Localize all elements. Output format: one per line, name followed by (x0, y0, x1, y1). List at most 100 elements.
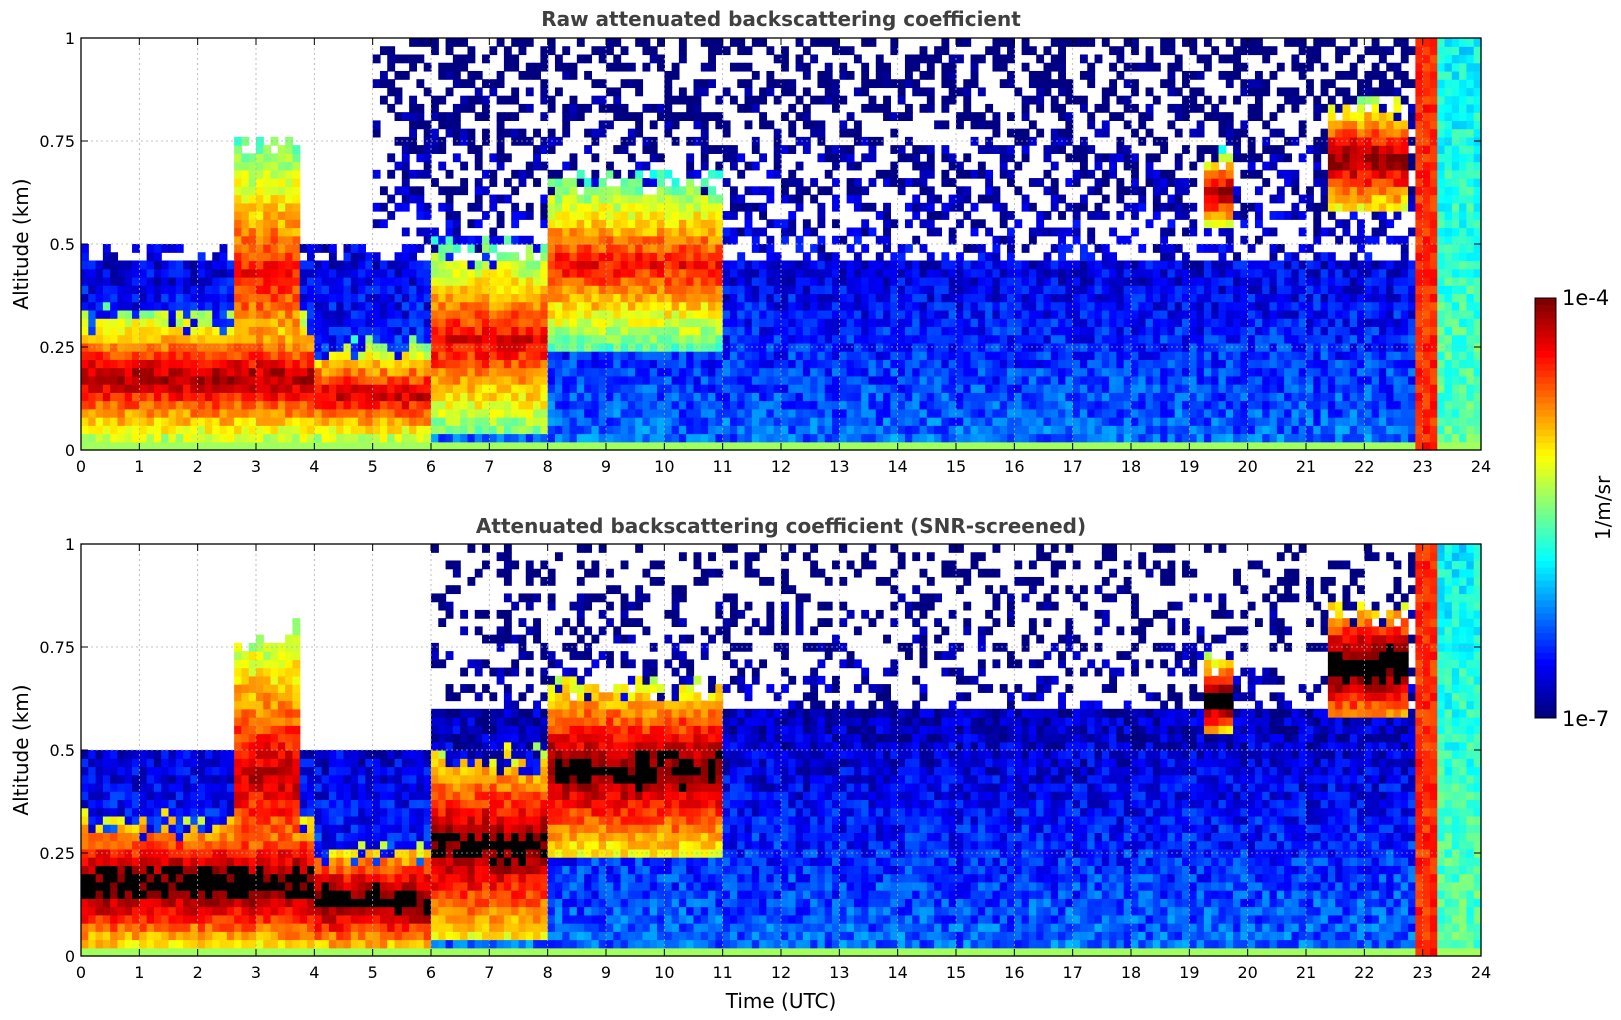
heatmap-cell (664, 400, 673, 410)
heatmap-cell (751, 293, 760, 303)
heatmap-cell (496, 285, 505, 295)
heatmap-cell (700, 293, 709, 303)
heatmap-cell (554, 219, 563, 229)
heatmap-cell (489, 285, 498, 295)
heatmap-cell (657, 252, 665, 262)
heatmap-cell (562, 334, 571, 344)
heatmap-cell (212, 268, 221, 278)
heatmap-cell (904, 408, 913, 418)
heatmap-cell (722, 408, 731, 418)
heatmap-cell (853, 87, 862, 97)
heatmap-cell (503, 112, 512, 121)
heatmap-cell (999, 408, 1008, 418)
heatmap-cell (431, 38, 439, 47)
heatmap-cell (1058, 103, 1066, 113)
heatmap-cell (613, 268, 622, 278)
heatmap-cell (759, 227, 768, 237)
heatmap-cell (708, 227, 716, 237)
heatmap-cell (941, 276, 950, 286)
heatmap-cell (1058, 54, 1066, 64)
heatmap-cell (795, 351, 804, 360)
heatmap-cell (1065, 359, 1074, 369)
heatmap-cell (1007, 70, 1015, 80)
heatmap-cell (226, 334, 235, 344)
heatmap-cell (853, 309, 862, 319)
heatmap-cell (671, 367, 680, 377)
heatmap-cell (124, 342, 133, 352)
heatmap-cell (678, 425, 687, 435)
heatmap-cell (226, 268, 235, 278)
heatmap-cell (992, 400, 1001, 410)
heatmap-cell (474, 161, 483, 171)
heatmap-cell (336, 408, 345, 418)
heatmap-cell (511, 359, 520, 369)
heatmap-cell (992, 408, 1001, 418)
heatmap-cell (460, 433, 469, 443)
heatmap-cell (912, 276, 921, 286)
heatmap-cell (737, 169, 746, 179)
heatmap-cell (839, 62, 848, 72)
heatmap-cell (540, 367, 549, 377)
heatmap-cell (489, 326, 498, 336)
heatmap-cell (452, 293, 461, 303)
heatmap-cell (299, 293, 308, 303)
heatmap-cell (562, 301, 571, 311)
heatmap-raw (81, 38, 1482, 451)
heatmap-cell (256, 211, 264, 220)
heatmap-cell (503, 400, 512, 410)
heatmap-cell (394, 301, 403, 311)
heatmap-cell (810, 359, 819, 369)
heatmap-cell (606, 219, 614, 229)
heatmap-cell (1007, 169, 1015, 179)
heatmap-cell (795, 425, 804, 435)
heatmap-cell (277, 194, 286, 204)
heatmap-cell (161, 367, 170, 377)
heatmap-cell (832, 252, 840, 262)
heatmap-cell (431, 433, 439, 443)
heatmap-cell (715, 351, 724, 360)
heatmap-cell (146, 268, 155, 278)
heatmap-cell (132, 268, 140, 278)
heatmap-cell (110, 309, 119, 319)
heatmap-cell (503, 433, 512, 443)
heatmap-cell (1138, 359, 1147, 369)
heatmap-cell (1058, 70, 1066, 80)
heatmap-cell (562, 285, 571, 295)
heatmap-cell (759, 334, 768, 344)
heatmap-cell (197, 309, 206, 319)
heatmap-cell (518, 384, 527, 393)
heatmap-cell (460, 285, 469, 295)
heatmap-cell (117, 326, 126, 336)
heatmap-cell (1094, 153, 1103, 163)
heatmap-cell (416, 433, 425, 443)
heatmap-cell (95, 276, 104, 286)
heatmap-cell (1072, 367, 1081, 377)
heatmap-cell (569, 161, 578, 171)
heatmap-cell (95, 359, 104, 369)
heatmap-cell (678, 359, 687, 369)
heatmap-cell (1101, 417, 1110, 426)
heatmap-cell (664, 384, 673, 393)
heatmap-cell (817, 309, 826, 319)
heatmap-cell (934, 384, 943, 393)
heatmap-cell (175, 433, 184, 443)
heatmap-cell (722, 351, 731, 360)
heatmap-cell (963, 79, 972, 89)
heatmap-cell (853, 334, 862, 344)
heatmap-cell (875, 375, 884, 385)
heatmap-cell (197, 375, 206, 385)
heatmap-cell (401, 285, 410, 295)
heatmap-cell (992, 334, 1001, 344)
heatmap-cell (781, 392, 789, 402)
heatmap-cell (204, 367, 213, 377)
heatmap-cell (1065, 318, 1074, 327)
heatmap-cell (256, 408, 264, 418)
heatmap-cell (124, 326, 133, 336)
heatmap-cell (700, 417, 709, 426)
heatmap-cell (496, 400, 505, 410)
heatmap-cell (183, 276, 191, 286)
heatmap-cell (948, 293, 957, 303)
heatmap-cell (562, 441, 571, 451)
heatmap-cell (985, 359, 994, 369)
heatmap-cell (781, 260, 789, 270)
